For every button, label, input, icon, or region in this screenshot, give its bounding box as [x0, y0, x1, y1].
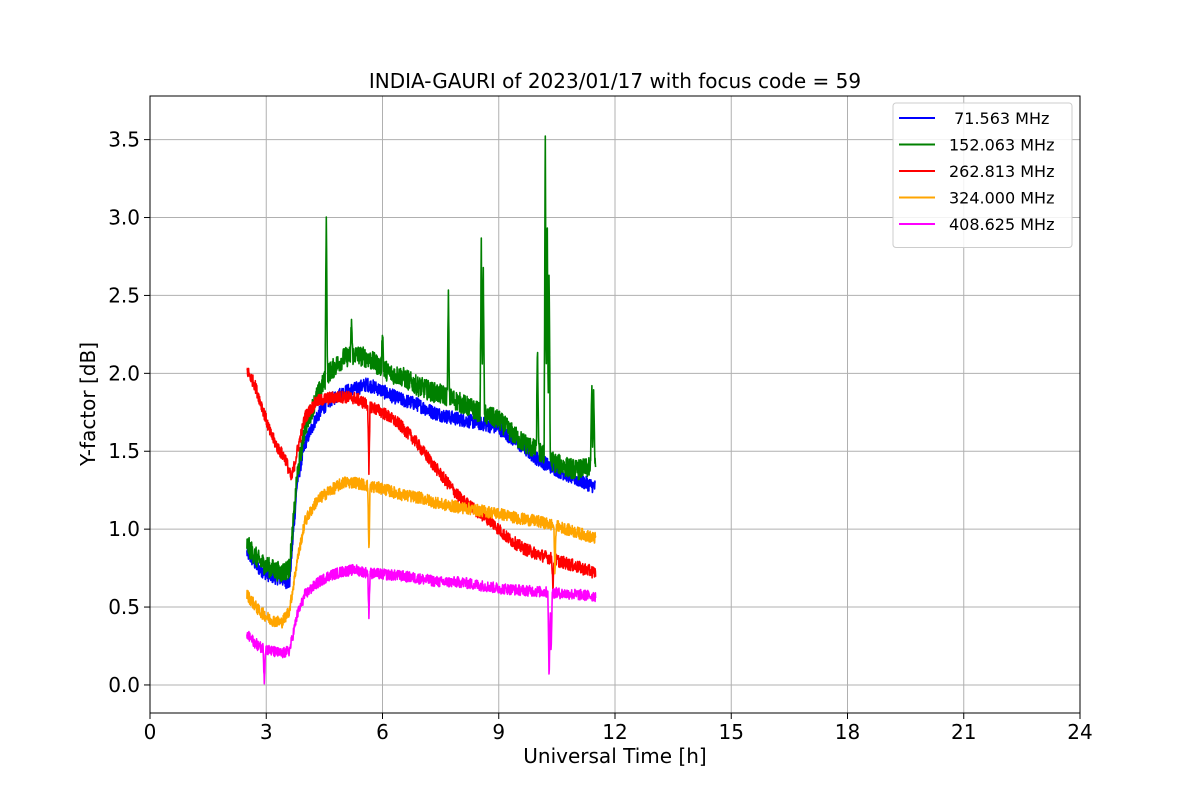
series-line	[246, 135, 597, 583]
chart-title: INDIA-GAURI of 2023/01/17 with focus cod…	[369, 69, 861, 93]
legend-box	[892, 102, 1073, 248]
y-axis-label: Y-factor [dB]	[76, 342, 100, 467]
y-tick-label: 2.0	[108, 361, 140, 385]
x-tick-label: 15	[719, 720, 744, 744]
series-line	[246, 563, 597, 685]
x-tick-label: 3	[260, 720, 273, 744]
series-line	[246, 367, 597, 595]
x-tick-label: 6	[376, 720, 389, 744]
y-tick-label: 1.5	[108, 439, 140, 463]
x-tick-label: 12	[602, 720, 627, 744]
x-tick-label: 0	[144, 720, 157, 744]
legend-label: 152.063 MHz	[949, 136, 1054, 155]
x-tick-label: 18	[835, 720, 860, 744]
series-line	[246, 377, 597, 590]
y-tick-label: 3.0	[108, 206, 140, 230]
legend-label: 324.000 MHz	[949, 189, 1054, 208]
axis-ticks: 0 3 6 9 12 15 18 21 24 0.0 0.5 1.0 1.5 2.0 2.5 3.0 3.5	[108, 128, 1093, 744]
y-tick-label: 1.0	[108, 517, 140, 541]
legend-label: 262.813 MHz	[949, 162, 1054, 181]
y-tick-label: 2.5	[108, 283, 140, 307]
series-line	[246, 476, 597, 629]
y-tick-label: 3.5	[108, 128, 140, 152]
y-tick-label: 0.0	[108, 673, 140, 697]
x-tick-label: 9	[492, 720, 505, 744]
y-tick-label: 0.5	[108, 595, 140, 619]
legend: 71.563 MHz 152.063 MHz 262.813 MHz 324.000 …	[892, 102, 1073, 248]
legend-label: 71.563 MHz	[949, 109, 1049, 128]
legend-label: 408.625 MHz	[949, 215, 1054, 234]
x-tick-label: 24	[1067, 720, 1092, 744]
series-lines	[246, 135, 597, 685]
x-tick-label: 21	[951, 720, 976, 744]
x-axis-label: Universal Time [h]	[523, 744, 706, 768]
